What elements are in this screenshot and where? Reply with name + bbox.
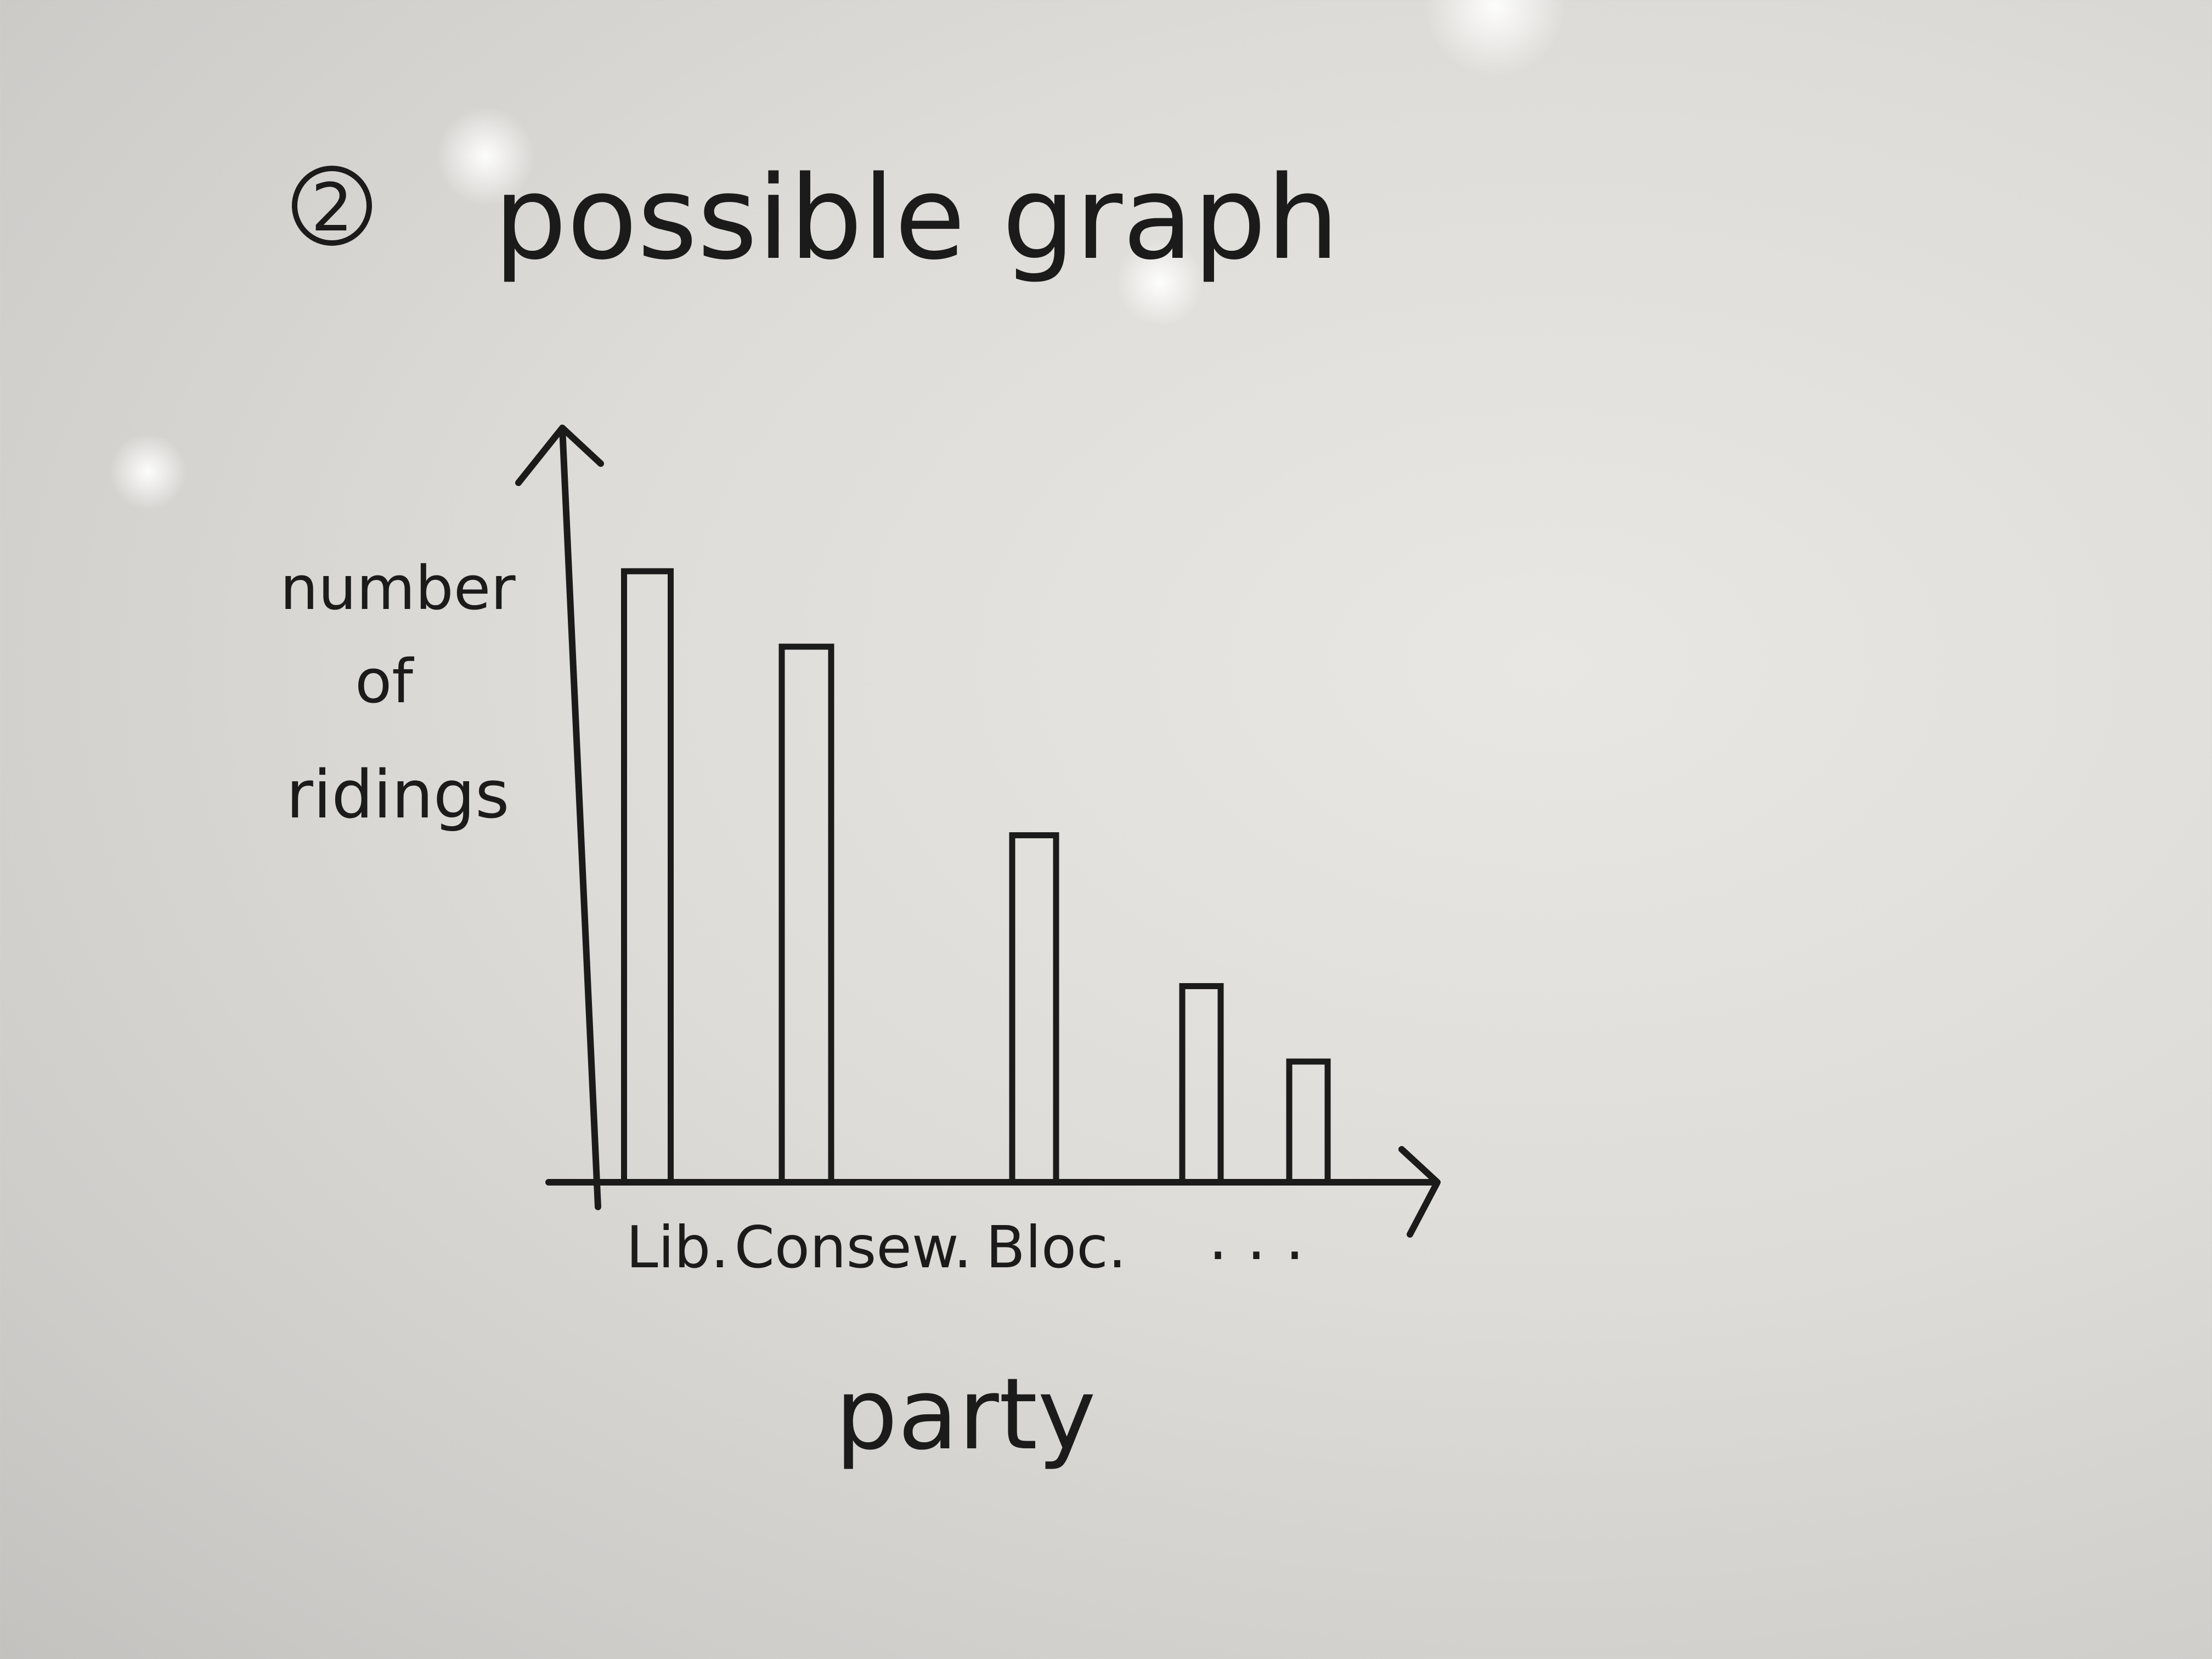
chart-title: possible graph <box>494 151 1339 285</box>
y-axis-label: number of ridings <box>280 553 516 833</box>
y-axis-label-line: of <box>355 646 414 716</box>
axes <box>515 425 1441 1238</box>
y-axis-label-line: ridings <box>286 757 510 833</box>
glare-spot <box>436 107 535 206</box>
bar <box>1286 1058 1331 1186</box>
bars-group <box>621 568 1331 1186</box>
x-axis-arrowhead <box>1398 1146 1441 1238</box>
y-axis-arrowhead <box>515 425 604 486</box>
glare-spot <box>1116 239 1204 326</box>
title-group: 2 possible graph <box>292 151 1339 285</box>
glare-spot <box>110 433 187 510</box>
x-tick-label: Consew. <box>734 1214 972 1281</box>
y-axis-label-line: number <box>280 553 516 623</box>
bar <box>621 568 674 1186</box>
x-tick-label: Bloc. <box>986 1214 1127 1281</box>
glare-spot <box>1424 0 1566 77</box>
x-tick-labels: Lib. Consew. Bloc. <box>626 1214 1126 1281</box>
bar <box>1009 832 1059 1186</box>
title-number-circle <box>292 166 372 246</box>
bar <box>1179 983 1224 1186</box>
x-tick-label: Lib. <box>626 1214 729 1281</box>
x-axis-continuation: . . . <box>1209 1203 1305 1273</box>
title-number: 2 <box>311 170 353 246</box>
bar <box>778 644 834 1186</box>
x-axis-label: party <box>835 1357 1096 1472</box>
y-axis-line <box>559 425 601 1210</box>
